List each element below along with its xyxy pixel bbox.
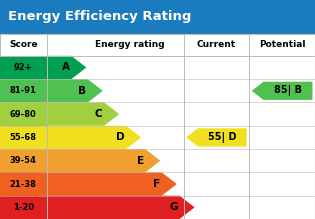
Polygon shape bbox=[47, 172, 177, 196]
Text: 1-20: 1-20 bbox=[13, 203, 34, 212]
Text: Energy rating: Energy rating bbox=[94, 40, 164, 49]
Text: Energy Efficiency Rating: Energy Efficiency Rating bbox=[8, 11, 191, 23]
Polygon shape bbox=[47, 79, 103, 102]
Text: G: G bbox=[169, 202, 178, 212]
Polygon shape bbox=[47, 102, 119, 126]
Text: 85| B: 85| B bbox=[274, 85, 302, 96]
Text: F: F bbox=[153, 179, 160, 189]
Text: 81-91: 81-91 bbox=[10, 86, 37, 95]
Polygon shape bbox=[47, 56, 86, 79]
Bar bbox=[0, 102, 47, 126]
Text: B: B bbox=[78, 86, 86, 96]
Bar bbox=[0, 149, 47, 172]
Bar bbox=[0, 79, 47, 102]
Text: 55| D: 55| D bbox=[208, 132, 237, 143]
Text: 92+: 92+ bbox=[14, 63, 33, 72]
Polygon shape bbox=[186, 128, 247, 147]
Polygon shape bbox=[47, 196, 195, 219]
Bar bbox=[0, 0, 315, 34]
Text: 55-68: 55-68 bbox=[10, 133, 37, 142]
Bar bbox=[0, 126, 47, 149]
Bar bbox=[0, 34, 315, 219]
Polygon shape bbox=[47, 149, 160, 172]
Bar bbox=[0, 56, 47, 79]
Bar bbox=[0, 34, 315, 219]
Text: 69-80: 69-80 bbox=[10, 110, 37, 119]
Bar bbox=[0, 196, 47, 219]
Text: Potential: Potential bbox=[259, 40, 305, 49]
Text: Current: Current bbox=[197, 40, 236, 49]
Text: A: A bbox=[62, 62, 70, 72]
Text: C: C bbox=[95, 109, 103, 119]
Polygon shape bbox=[252, 82, 312, 100]
Text: 21-38: 21-38 bbox=[10, 180, 37, 189]
Text: D: D bbox=[116, 132, 124, 142]
Polygon shape bbox=[47, 126, 141, 149]
Text: 39-54: 39-54 bbox=[10, 156, 37, 165]
Text: Score: Score bbox=[9, 40, 37, 49]
Text: E: E bbox=[137, 156, 144, 166]
Bar bbox=[0, 172, 47, 196]
